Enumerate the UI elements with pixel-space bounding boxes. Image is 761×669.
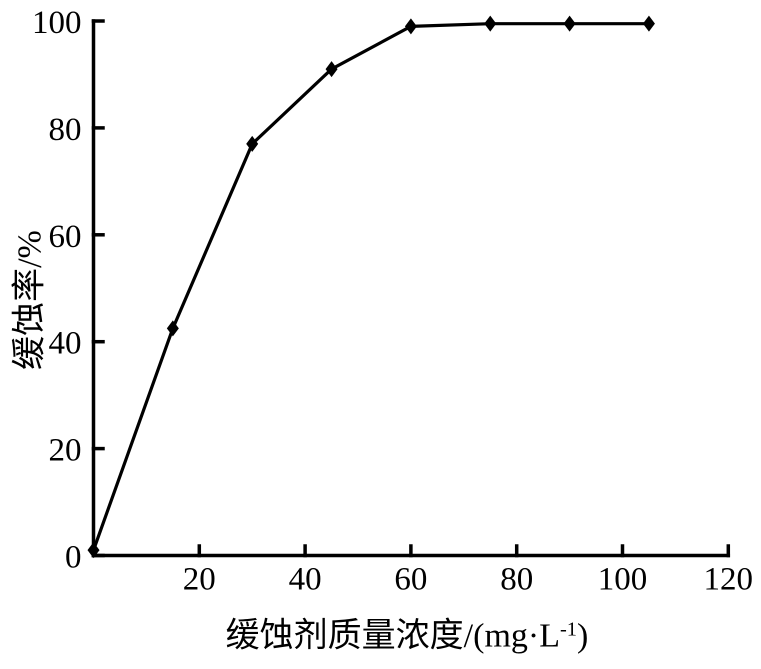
x-tick-label: 120 (704, 562, 754, 598)
x-tick-label: 100 (598, 562, 648, 598)
y-tick-label: 20 (49, 433, 82, 469)
tick-labels: 20 40 60 80 100 120 0 20 40 60 80 100 (32, 5, 753, 598)
data-point-marker (484, 15, 497, 32)
data-point-marker (166, 320, 179, 337)
data-point-marker (404, 18, 417, 35)
axes (91, 19, 731, 558)
data-points (87, 15, 655, 559)
data-line (91, 22, 649, 551)
y-axis-title: 缓蚀率/% (11, 230, 49, 370)
x-tick-label: 40 (289, 562, 322, 598)
data-point-marker (87, 542, 100, 559)
x-tick-label: 60 (394, 562, 427, 598)
y-tick-label: 80 (49, 112, 82, 148)
x-axis-title-paren: ) (576, 617, 589, 655)
y-tick-label: 60 (49, 219, 82, 255)
y-tick-label: 40 (49, 326, 82, 362)
x-axis-title-exponent: -1 (559, 618, 577, 641)
y-tick-label: 100 (32, 5, 82, 41)
data-point-marker (642, 15, 655, 32)
data-point-marker (563, 15, 576, 32)
data-point-marker (246, 135, 259, 152)
x-tick-label: 80 (500, 562, 533, 598)
x-axis-title-text: 缓蚀剂质量浓度/(mg·L (225, 617, 560, 655)
data-point-marker (325, 61, 338, 78)
x-tick-label: 20 (183, 562, 216, 598)
x-axis-title: 缓蚀剂质量浓度/(mg·L-1) (226, 608, 589, 657)
y-tick-label: 0 (65, 540, 82, 576)
